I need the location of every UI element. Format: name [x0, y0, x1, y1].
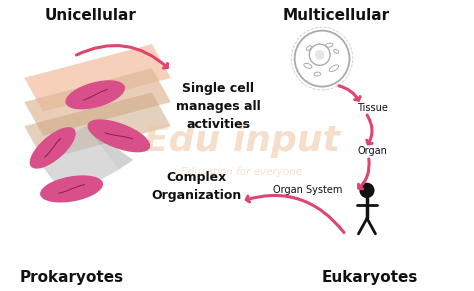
Circle shape — [359, 183, 374, 198]
Polygon shape — [24, 68, 171, 136]
Ellipse shape — [88, 119, 150, 152]
Polygon shape — [24, 93, 171, 160]
Text: Education for everyone: Education for everyone — [181, 167, 302, 177]
Ellipse shape — [30, 127, 76, 169]
Polygon shape — [24, 44, 171, 112]
Text: Organ System: Organ System — [273, 185, 343, 195]
Ellipse shape — [65, 80, 125, 109]
Text: Edu input: Edu input — [144, 124, 340, 158]
Text: Organ: Organ — [357, 146, 387, 156]
Ellipse shape — [40, 175, 103, 203]
Text: Tissue: Tissue — [357, 103, 388, 113]
Text: Multicellular: Multicellular — [283, 8, 390, 23]
Text: Single cell
manages all
activities: Single cell manages all activities — [176, 82, 261, 131]
Text: Complex
Organization: Complex Organization — [152, 171, 242, 202]
Circle shape — [315, 50, 324, 60]
Text: Unicellular: Unicellular — [45, 8, 137, 23]
Text: Prokaryotes: Prokaryotes — [19, 270, 124, 285]
Text: Eukaryotes: Eukaryotes — [321, 270, 418, 285]
Polygon shape — [86, 126, 133, 170]
Polygon shape — [34, 126, 119, 198]
